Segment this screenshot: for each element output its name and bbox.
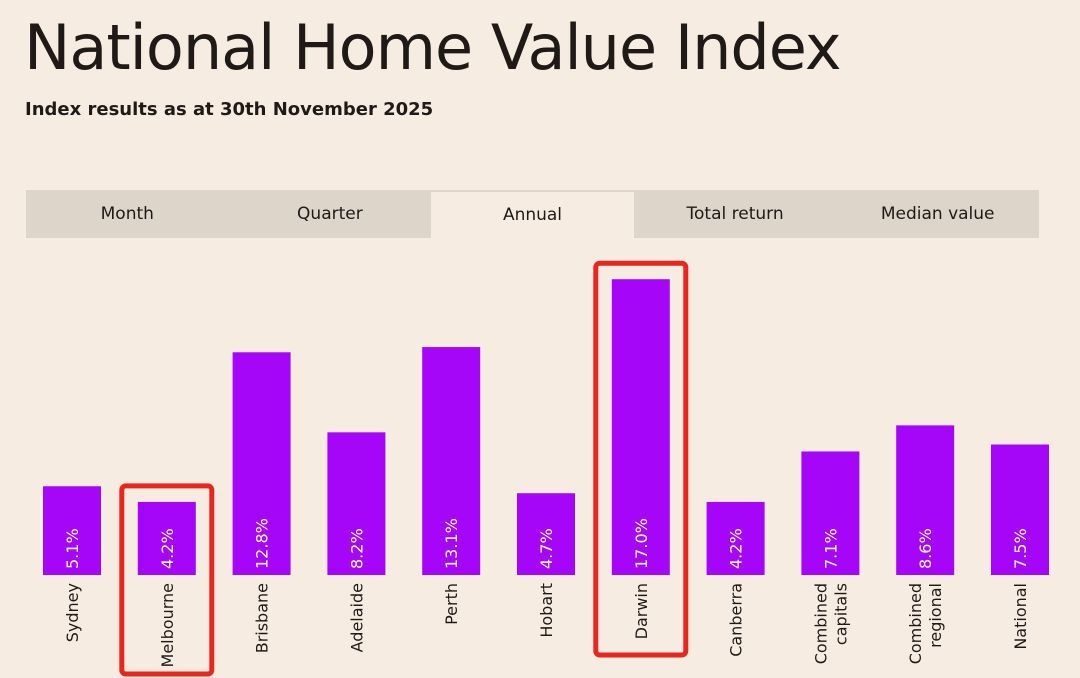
bar-value-label-combined-regional: 8.6% bbox=[916, 528, 935, 569]
bar-value-label-sydney: 5.1% bbox=[63, 528, 82, 569]
bar-national[interactable] bbox=[991, 444, 1049, 576]
category-label-combined-regional: Combinedregional bbox=[906, 583, 945, 664]
category-label-brisbane: Brisbane bbox=[253, 583, 272, 653]
bar-value-label-canberra: 4.2% bbox=[727, 528, 746, 569]
category-label-hobart: Hobart bbox=[537, 583, 556, 638]
bar-value-label-darwin: 17.0% bbox=[632, 518, 651, 569]
tab-annual[interactable]: Annual bbox=[431, 192, 634, 238]
category-label-sydney: Sydney bbox=[63, 583, 82, 642]
category-label-melbourne: Melbourne bbox=[158, 583, 177, 667]
category-label-adelaide: Adelaide bbox=[347, 583, 366, 652]
category-label-perth: Perth bbox=[442, 583, 461, 625]
category-label-national: National bbox=[1011, 583, 1030, 650]
page-subtitle: Index results as at 30th November 2025 bbox=[25, 99, 434, 120]
bar-value-label-national: 7.5% bbox=[1011, 528, 1030, 569]
page-title: National Home Value Index bbox=[24, 11, 842, 84]
bar-value-label-perth: 13.1% bbox=[442, 518, 461, 569]
bar-hobart[interactable] bbox=[517, 493, 575, 575]
tab-month[interactable]: Month bbox=[100, 204, 154, 224]
highlight-box-melbourne bbox=[119, 483, 215, 677]
category-label-canberra: Canberra bbox=[727, 583, 746, 657]
highlight-box-darwin bbox=[593, 260, 689, 658]
bar-brisbane[interactable] bbox=[232, 352, 291, 575]
bar-canberra[interactable] bbox=[706, 501, 765, 575]
category-label-combined-capitals: Combinedcapitals bbox=[811, 583, 850, 664]
bar-value-label-brisbane: 12.8% bbox=[253, 518, 272, 569]
bar-value-label-melbourne: 4.2% bbox=[158, 528, 177, 569]
bar-value-label-hobart: 4.7% bbox=[537, 528, 556, 569]
tab-total-return[interactable]: Total return bbox=[686, 204, 784, 224]
bar-perth[interactable] bbox=[422, 347, 481, 575]
bar-value-label-adelaide: 8.2% bbox=[347, 528, 366, 569]
bar-darwin[interactable] bbox=[611, 279, 670, 575]
bar-value-label-combined-capitals: 7.1% bbox=[821, 528, 840, 569]
bar-combined-capitals[interactable] bbox=[801, 451, 860, 575]
bar-adelaide[interactable] bbox=[327, 432, 386, 575]
bar-sydney[interactable] bbox=[43, 486, 101, 575]
bar-melbourne[interactable] bbox=[137, 501, 196, 575]
bar-combined-regional[interactable] bbox=[896, 425, 955, 575]
category-label-darwin: Darwin bbox=[632, 583, 651, 639]
tab-quarter[interactable]: Quarter bbox=[297, 204, 363, 224]
tab-median-value[interactable]: Median value bbox=[880, 204, 995, 224]
tab-bar: Month Quarter Annual Total return Median… bbox=[26, 190, 1039, 238]
